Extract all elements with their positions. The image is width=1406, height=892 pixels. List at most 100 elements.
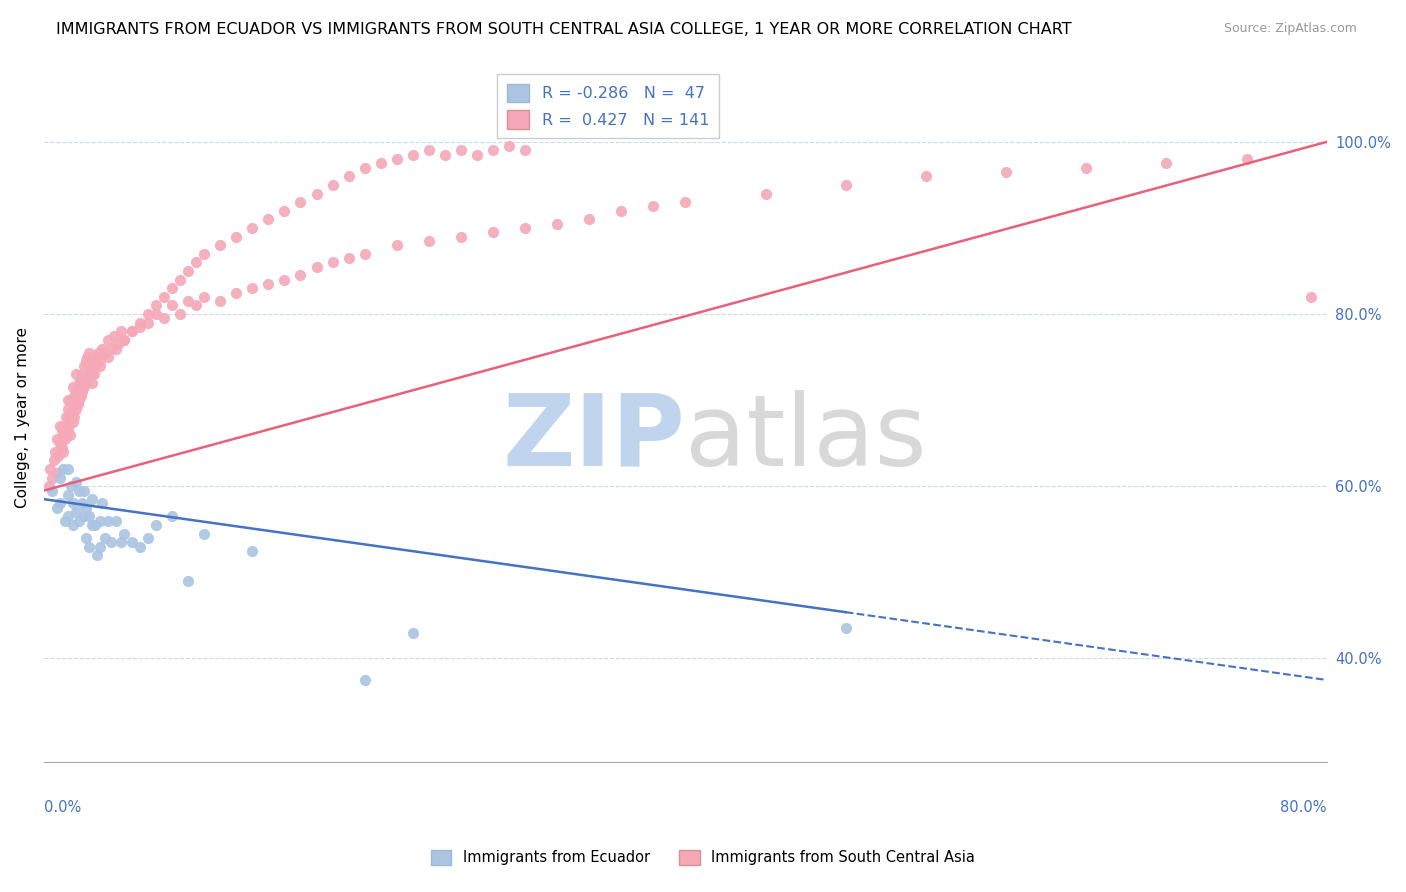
Point (1299, 290, 1322, 304)
Point (79, 359, 101, 373)
Point (110, 535, 132, 549)
Point (105, 514, 128, 528)
Point (63, 410, 86, 425)
Point (89, 514, 111, 528)
Point (257, 212, 280, 227)
Point (100, 535, 122, 549)
Point (673, 195, 696, 210)
Point (77, 368, 100, 382)
Point (482, 144, 505, 158)
Point (322, 178, 344, 192)
Point (65, 475, 87, 489)
Point (60, 479, 83, 493)
Point (62, 518, 84, 533)
Point (305, 186, 328, 201)
Text: IMMIGRANTS FROM ECUADOR VS IMMIGRANTS FROM SOUTH CENTRAL ASIA COLLEGE, 1 YEAR OR: IMMIGRANTS FROM ECUADOR VS IMMIGRANTS FR… (56, 22, 1071, 37)
Point (177, 294, 200, 309)
Point (225, 285, 247, 300)
Point (97, 514, 120, 528)
Point (77, 346, 100, 360)
Point (77, 509, 100, 524)
Legend: Immigrants from Ecuador, Immigrants from South Central Asia: Immigrants from Ecuador, Immigrants from… (425, 844, 981, 871)
Point (305, 260, 328, 274)
Point (75, 354, 97, 368)
Point (49, 470, 72, 484)
Point (75, 531, 97, 545)
Point (94, 531, 117, 545)
Point (53, 419, 76, 434)
Point (1236, 152, 1258, 166)
Point (193, 247, 215, 261)
Point (90, 342, 112, 356)
Point (83, 368, 105, 382)
Point (41, 483, 63, 498)
Point (86, 350, 108, 364)
Point (62, 397, 84, 411)
Point (112, 333, 135, 347)
Point (129, 540, 152, 554)
Point (153, 290, 176, 304)
Point (87, 346, 110, 360)
Point (186, 255, 208, 269)
Point (153, 311, 176, 326)
Point (145, 298, 167, 312)
Point (56, 401, 79, 416)
Point (370, 156, 392, 170)
Point (498, 139, 520, 153)
Point (80, 376, 103, 390)
Point (418, 234, 440, 248)
Point (69, 371, 91, 385)
Point (240, 281, 263, 295)
Point (53, 432, 76, 446)
Point (578, 212, 600, 227)
Point (45, 500, 67, 515)
Point (1156, 156, 1178, 170)
Point (136, 307, 159, 321)
Point (121, 535, 143, 549)
Point (73, 380, 96, 394)
Point (145, 307, 167, 321)
Point (450, 144, 472, 158)
Point (353, 673, 375, 687)
Point (75, 376, 97, 390)
Point (51, 441, 73, 455)
Point (60, 406, 83, 420)
Point (62, 496, 84, 510)
Point (385, 152, 408, 166)
Point (72, 496, 94, 510)
Point (121, 324, 143, 338)
Point (225, 229, 247, 244)
Point (73, 376, 96, 390)
Point (418, 144, 440, 158)
Point (136, 531, 159, 545)
Point (77, 540, 100, 554)
Point (273, 272, 295, 286)
Point (56, 419, 79, 434)
Point (56, 488, 79, 502)
Point (56, 423, 79, 437)
Point (257, 277, 280, 291)
Point (110, 324, 132, 338)
Point (67, 483, 90, 498)
Point (51, 423, 73, 437)
Point (66, 380, 89, 394)
Point (86, 548, 108, 562)
Point (62, 380, 84, 394)
Point (337, 169, 360, 184)
Point (65, 505, 87, 519)
Point (995, 165, 1018, 179)
Point (55, 410, 77, 425)
Point (45, 432, 67, 446)
Point (112, 333, 135, 347)
Text: atlas: atlas (685, 390, 927, 486)
Point (52, 427, 75, 442)
Point (38, 479, 60, 493)
Point (107, 337, 129, 351)
Point (63, 389, 86, 403)
Point (273, 203, 295, 218)
Point (90, 496, 112, 510)
Point (402, 625, 425, 640)
Point (89, 540, 111, 554)
Point (513, 221, 536, 235)
Point (45, 467, 67, 481)
